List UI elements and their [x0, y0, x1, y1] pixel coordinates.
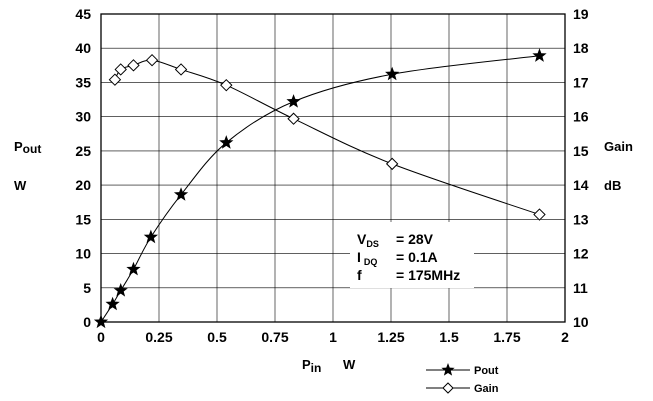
series-pout-point	[93, 314, 109, 329]
annotation-line-idq: I DQ	[357, 249, 377, 267]
x-tick-label: 0	[97, 329, 105, 345]
x-axis-label: Pin	[302, 357, 321, 375]
annotation-idq-main: I	[357, 249, 361, 265]
left-y-tick-label: 5	[83, 280, 91, 296]
x-axis-label-sub: in	[311, 361, 322, 375]
right-y-tick-labels: 10 11 12 13 14 15 16 17 18 19	[573, 6, 589, 330]
annotation-f-value: = 175MHz	[396, 267, 460, 283]
annotation-vds-sub: DS	[366, 239, 379, 249]
right-y-tick-label: 11	[573, 280, 588, 296]
x-axis-label-main: P	[302, 357, 311, 372]
series-gain-point	[114, 63, 127, 76]
x-tick-label: 1.75	[493, 329, 520, 345]
series-pout-point	[532, 48, 547, 62]
series-pout-point	[286, 94, 301, 108]
x-tick-label: 1.25	[377, 329, 404, 345]
right-y-tick-label: 18	[573, 40, 589, 56]
right-y-tick-label: 16	[573, 109, 589, 125]
annotation-vds-value: = 28V	[396, 231, 434, 247]
x-tick-label: 0.75	[261, 329, 288, 345]
left-axis-label: Pout	[14, 139, 41, 156]
left-y-tick-label: 30	[75, 109, 91, 125]
annotation-idq-sub: DQ	[364, 257, 378, 267]
right-axis-unit: dB	[604, 178, 621, 193]
right-y-tick-label: 13	[573, 211, 589, 227]
series-pout-point	[143, 229, 159, 244]
legend-pout-star-icon	[441, 363, 455, 376]
series-pout-point	[126, 261, 141, 276]
x-tick-label: 0.25	[145, 329, 172, 345]
right-y-tick-label: 14	[573, 177, 589, 193]
left-axis-label-sub: out	[23, 142, 42, 156]
left-y-tick-label: 35	[75, 74, 91, 90]
right-y-tick-label: 15	[573, 143, 589, 159]
annotation-line-vds: VDS	[357, 231, 379, 249]
right-y-tick-label: 17	[573, 74, 589, 90]
left-y-tick-label: 10	[75, 246, 91, 262]
x-tick-label: 1	[329, 329, 337, 345]
annotation-idq-value: = 0.1A	[396, 249, 438, 265]
series-gain-point	[108, 73, 122, 86]
series-gain-line	[114, 59, 540, 216]
left-axis-unit: W	[14, 178, 27, 193]
left-y-tick-labels: 0 5 10 15 20 25 30 35 40 45	[75, 6, 91, 330]
x-axis-unit: W	[343, 357, 356, 372]
series-gain-point	[220, 78, 233, 92]
right-axis-label: Gain	[604, 139, 633, 154]
annotation-background	[350, 222, 474, 288]
series-gain-point	[174, 63, 188, 76]
x-tick-label: 0.5	[207, 329, 227, 345]
conditions-annotation: VDS = 28V I DQ = 0.1A f = 175MHz	[350, 222, 474, 288]
right-y-tick-label: 10	[573, 314, 589, 330]
series-gain-point	[533, 208, 546, 221]
series-pout-point	[173, 187, 189, 201]
series-pout-point	[219, 135, 234, 149]
left-axis-label-main: P	[14, 139, 23, 154]
series-pout-point	[385, 66, 400, 81]
left-y-tick-label: 25	[75, 143, 91, 159]
series-layer	[93, 48, 547, 329]
series-gain-point	[287, 112, 300, 125]
legend-pout-label: Pout	[474, 365, 499, 377]
annotation-vds-main: V	[357, 231, 367, 247]
left-y-tick-label: 45	[75, 6, 91, 22]
series-gain-point	[127, 59, 140, 72]
annotation-line-f: f	[357, 267, 362, 283]
x-tick-label: 1.5	[439, 329, 459, 345]
right-y-tick-label: 19	[573, 6, 589, 22]
left-y-tick-label: 20	[75, 177, 91, 193]
left-y-tick-label: 15	[75, 211, 91, 227]
legend-gain-diamond-icon	[442, 382, 454, 394]
series-pout-point	[113, 283, 128, 297]
series-gain-point	[145, 53, 159, 67]
series-gain-point	[385, 157, 399, 171]
legend-gain-label: Gain	[474, 383, 499, 395]
right-y-tick-label: 12	[573, 246, 589, 262]
x-tick-label: 2	[561, 329, 569, 345]
left-y-tick-label: 40	[75, 40, 91, 56]
left-y-tick-label: 0	[83, 314, 91, 330]
x-tick-labels: 0 0.25 0.5 0.75 1 1.25 1.5 1.75 2	[97, 329, 569, 345]
series-pout-point	[105, 296, 120, 311]
plot-area	[100, 13, 566, 323]
legend: Pout Gain	[426, 363, 499, 395]
